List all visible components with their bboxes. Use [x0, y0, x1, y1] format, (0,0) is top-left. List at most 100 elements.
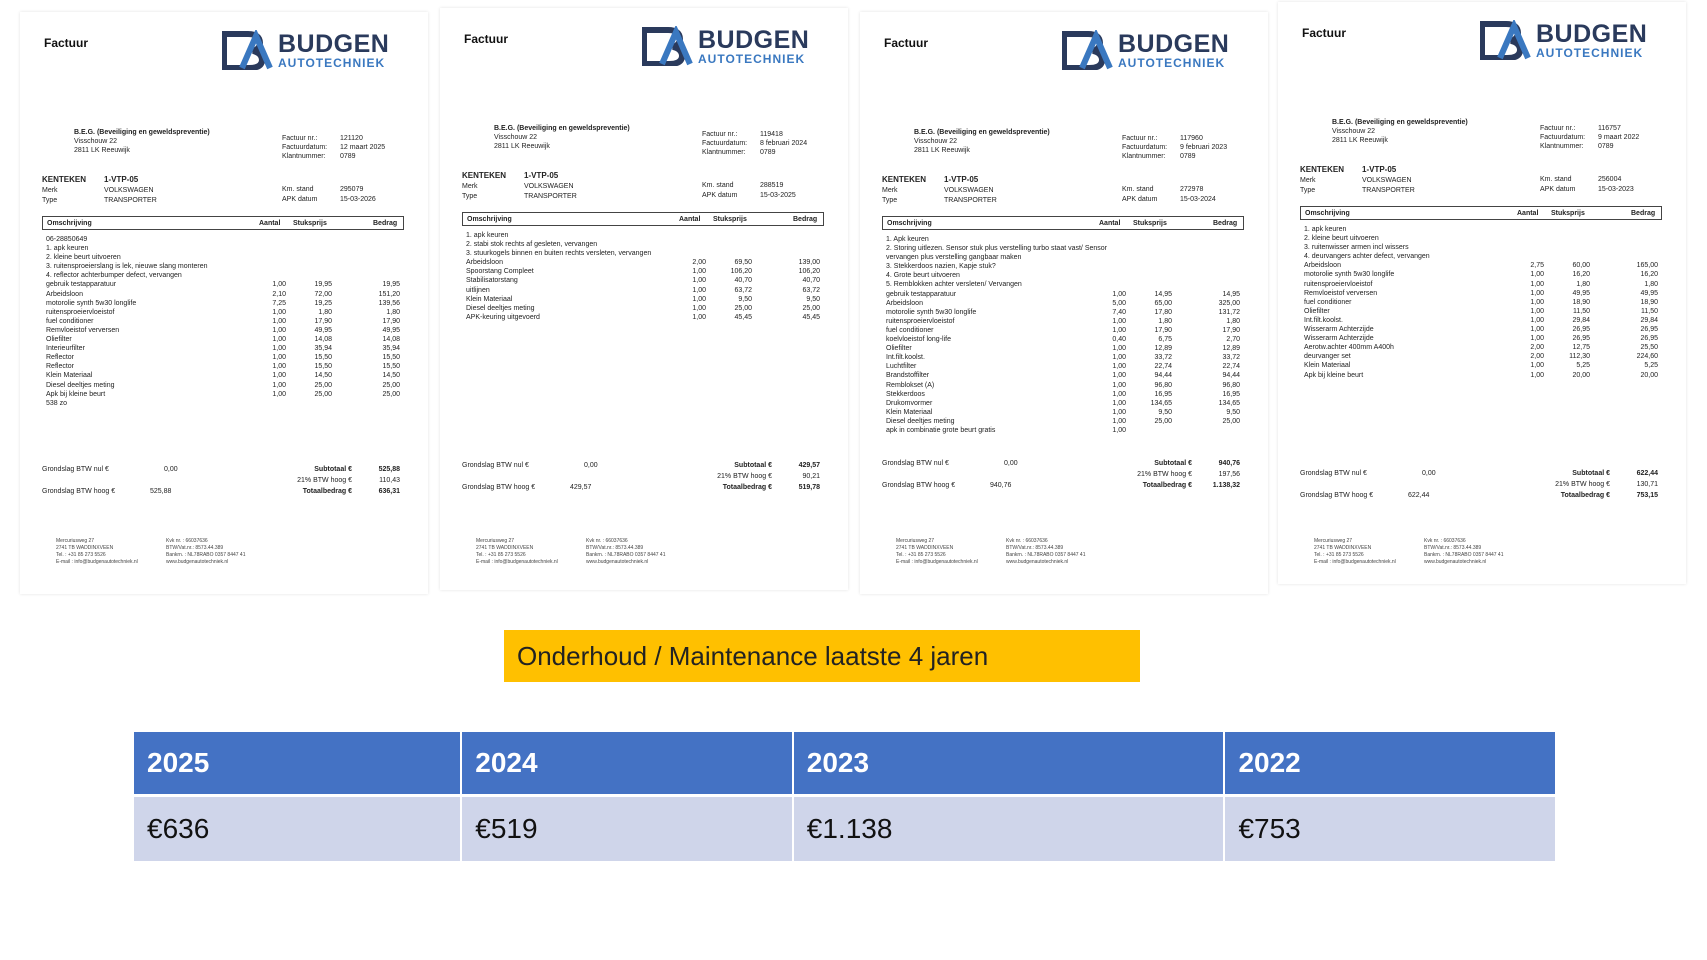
line-amount: 151,20: [378, 290, 400, 298]
totals-row: 21% BTW hoog € 110,43: [42, 475, 404, 486]
kenteken-label: KENTEKEN: [882, 175, 927, 184]
line-description: Diesel deeltjes meting: [886, 417, 955, 425]
line-quantity: 1,00: [1530, 335, 1544, 343]
line-quantity: 7,40: [1112, 308, 1126, 316]
line-amount: 131,72: [1218, 308, 1240, 316]
customer-line: Visschouw 22: [74, 138, 118, 145]
line-quantity: 1,00: [1112, 290, 1126, 298]
invoice-footer: Mercuriusweg 27 2741 TB WADDINXVEEN Tel. :…: [896, 538, 1196, 566]
line-description: Diesel deeltjes meting: [46, 381, 115, 389]
budgen-logo: BUDGEN AUTOTECHNIEK: [642, 26, 812, 66]
line-item: 3. ruitenwisser armen incl wissers: [1300, 243, 1662, 252]
footer-address: Mercuriusweg 27 2741 TB WADDINXVEEN Tel. :…: [1314, 538, 1614, 566]
line-quantity: 1,00: [1112, 317, 1126, 325]
footer-line: www.budgenautotechniek.nl: [166, 559, 229, 565]
footer-line: Bankrn. : NL78RABO 0357 8447 41: [1006, 552, 1086, 558]
totals-field: 622,44: [1408, 492, 1430, 499]
column-header: Bedrag: [1213, 220, 1238, 227]
invoice-meta: Factuur nr.: 116757 Factuurdatum: 9 maart 2…: [1540, 124, 1639, 151]
line-amount: 14,95: [1222, 290, 1240, 298]
customer-line: Visschouw 22: [494, 134, 538, 141]
line-amount: 25,00: [382, 390, 400, 398]
line-description: Oliefilter: [1304, 307, 1330, 315]
line-unit-price: 96,80: [1154, 381, 1172, 389]
line-amount: 25,50: [1640, 344, 1658, 352]
customer-line: 2811 LK Reeuwijk: [494, 143, 550, 150]
line-amount: 49,95: [1640, 289, 1658, 297]
footer-line: Bankrn. : NL78RABO 0357 8447 41: [586, 552, 666, 558]
meta-row: Factuurdatum: 12 maart 2025: [282, 143, 385, 152]
line-amount: 1,80: [1226, 317, 1240, 325]
km-label: Km. stand: [1540, 176, 1572, 183]
line-unit-price: 1,80: [1576, 280, 1590, 288]
apk-label: APK datum: [1540, 186, 1576, 193]
meta-value: 0789: [1598, 143, 1614, 150]
totals-field: Totaalbedrag €: [302, 488, 352, 495]
brand-subtitle: AUTOTECHNIEK: [698, 52, 806, 66]
line-description: 538 zo: [46, 399, 68, 407]
type-value: TRANSPORTER: [104, 197, 157, 204]
footer-line: Kvk nr. : 66037636: [1424, 538, 1466, 544]
footer-line: Mercuriusweg 27: [476, 538, 515, 544]
line-description: 06-28850649: [46, 236, 88, 243]
invoice-page: Factuur BUDGEN AUTOTECHNIEK B.E.G. (Beveili…: [440, 8, 848, 590]
type-row: Type TRANSPORTER: [1300, 186, 1660, 196]
invoice-title: Factuur: [884, 36, 929, 50]
brand-name: BUDGEN: [278, 30, 390, 58]
apk-value: 15-03-2024: [1180, 196, 1216, 203]
line-amount: 49,95: [382, 326, 400, 334]
budgen-logo: BUDGEN AUTOTECHNIEK: [222, 30, 392, 70]
meta-label: Factuurdatum:: [1540, 134, 1586, 141]
line-unit-price: 134,65: [1150, 399, 1172, 407]
line-quantity: 2,75: [1530, 262, 1544, 270]
line-quantity: 1,00: [692, 268, 706, 276]
customer-line: B.E.G. (Beveiliging en geweldspreventie): [74, 129, 210, 136]
line-item: koelvloeistof long-life 0,40 6,75 2,70: [882, 335, 1244, 344]
column-header: Bedrag: [1631, 210, 1656, 217]
line-description: Remvloeistof verversen: [1304, 289, 1378, 297]
line-description: 4. deurvangers achter defect, vervangen: [1304, 253, 1430, 261]
line-description: Apk bij kleine beurt: [46, 390, 106, 398]
meta-label: Klantnummer:: [702, 149, 746, 156]
line-amount: 45,45: [802, 313, 820, 321]
line-description: ruitensproeiervloeistof: [886, 317, 955, 325]
line-quantity: 1,00: [1112, 381, 1126, 389]
line-item: ruitensproeiervloeistof 1,00 1,80 1,80: [882, 317, 1244, 326]
line-unit-price: 40,70: [734, 277, 752, 285]
meta-value: 12 maart 2025: [340, 144, 386, 151]
line-item: apk in combinatie grote beurt gratis 1,00: [882, 426, 1244, 435]
footer-line: E-mail : info@budgenautotechniek.nl: [896, 559, 978, 565]
column-header: Aantal: [1099, 220, 1121, 227]
meta-value: 0789: [760, 149, 776, 156]
totals-field: Grondslag BTW nul €: [462, 462, 529, 469]
line-amount: 63,72: [802, 286, 820, 294]
invoice-page: Factuur BUDGEN AUTOTECHNIEK B.E.G. (Beveili…: [20, 12, 428, 594]
line-quantity: 2,10: [272, 290, 286, 298]
line-item: Int.filt.koolst. 1,00 29,84 29,84: [1300, 316, 1662, 325]
line-description: Klein Materiaal: [1304, 362, 1351, 370]
amount-row: €636 €519 €1.138 €753: [134, 795, 1557, 861]
line-item: Brandstoffilter 1,00 94,44 94,44: [882, 371, 1244, 380]
line-unit-price: 106,20: [730, 268, 752, 276]
totals-field: 21% BTW hoog €: [1137, 471, 1192, 478]
line-unit-price: 15,50: [314, 354, 332, 362]
totals-field: 0,00: [584, 462, 598, 469]
line-amount: 139,00: [798, 259, 820, 267]
line-amount: 134,65: [1218, 399, 1240, 407]
line-quantity: 1,00: [692, 295, 706, 303]
line-description: Arbeidsloon: [886, 299, 923, 307]
line-quantity: 1,00: [1112, 408, 1126, 416]
line-item: APK-keuring uitgevoerd 1,00 45,45 45,45: [462, 313, 824, 322]
line-item: vervangen plus verstelling gangbaar make…: [882, 253, 1244, 262]
apk-row: APK datum 15-03-2024: [1122, 195, 1216, 205]
line-description: fuel conditioner: [886, 326, 934, 334]
brand-subtitle: AUTOTECHNIEK: [1536, 46, 1644, 60]
footer-line: Bankrn. : NL78RABO 0357 8447 41: [1424, 552, 1504, 558]
line-quantity: 2,00: [1530, 344, 1544, 352]
meta-row: Klantnummer: 0789: [282, 152, 385, 161]
line-amount: 11,50: [1641, 307, 1658, 315]
line-quantity: 1,00: [1112, 426, 1126, 434]
merk-row: Merk VOLKSWAGEN: [42, 186, 402, 196]
footer-bank: Kvk nr. : 66037636 BTW/Vat.nr.: 8573.44.3…: [1006, 538, 1086, 566]
line-unit-price: 16,20: [1572, 271, 1590, 279]
